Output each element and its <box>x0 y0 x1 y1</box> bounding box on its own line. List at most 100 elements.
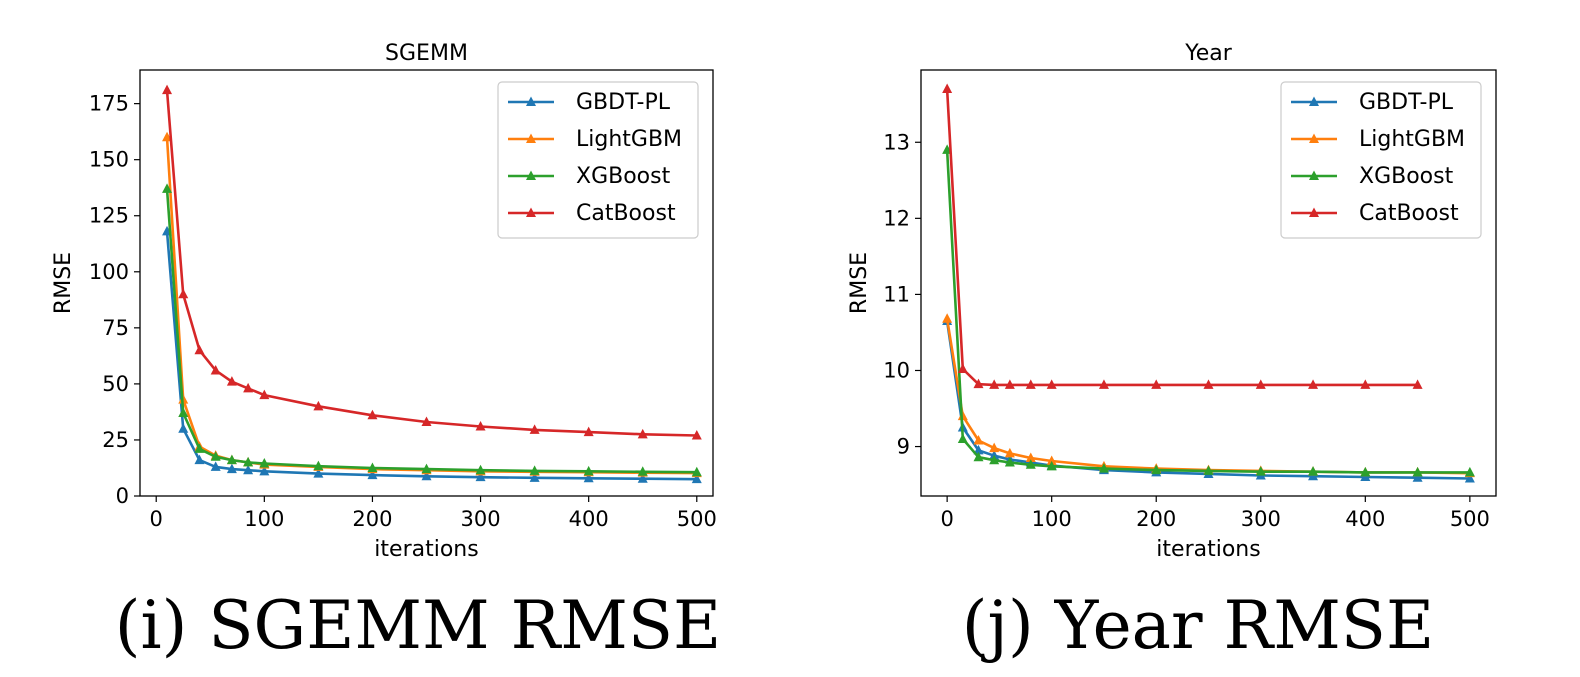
x-axis-label: iterations <box>1156 537 1260 562</box>
data-point <box>957 433 968 443</box>
y-tick-label: 0 <box>116 484 129 508</box>
data-point <box>475 471 486 482</box>
data-point <box>178 407 189 418</box>
series-line-gbdt-pl <box>945 320 1470 480</box>
data-point <box>1360 379 1371 389</box>
data-point <box>1151 379 1162 389</box>
data-point <box>1360 466 1371 477</box>
data-point <box>1255 379 1266 389</box>
data-point <box>1255 466 1266 476</box>
data-point <box>1046 455 1057 466</box>
data-point <box>1025 379 1036 389</box>
data-point <box>637 428 648 439</box>
data-point <box>259 465 270 476</box>
series-line-lightgbm <box>945 318 1470 475</box>
y-tick-label: 12 <box>883 206 910 230</box>
data-point <box>162 84 173 95</box>
data-point <box>691 466 702 477</box>
data-point <box>1464 473 1475 483</box>
series-catboost <box>942 83 1423 389</box>
data-point <box>367 462 378 472</box>
data-point <box>529 465 540 475</box>
data-point <box>313 468 324 478</box>
data-point <box>1308 379 1319 389</box>
data-point <box>226 463 237 474</box>
legend: GBDT-PL LightGBM XGBoost CatBoost <box>1280 81 1482 239</box>
y-axis-label: RMSE <box>51 252 76 314</box>
data-point <box>942 83 953 94</box>
y-tick-label: 9 <box>897 435 910 459</box>
legend-item-xgboost: XGBoost <box>1291 164 1454 189</box>
year-rmse-chart: Year 0 100 200 300 400 500 9 10 11 12 13 iterations R… <box>847 41 1497 562</box>
data-point <box>973 378 984 389</box>
caption-year: (j) Year RMSE <box>962 587 1434 664</box>
data-point <box>1004 379 1015 389</box>
data-point <box>210 451 221 461</box>
data-point <box>973 444 984 455</box>
legend-marker <box>526 207 536 217</box>
series-gbdt-pl <box>942 315 1475 483</box>
legend-label: GBDT-PL <box>1359 90 1454 115</box>
legend-item-gbdt-pl: GBDT-PL <box>508 90 671 115</box>
data-point <box>367 469 378 480</box>
data-point <box>162 131 173 142</box>
data-point <box>194 443 205 453</box>
chart-title: SGEMM <box>385 41 468 66</box>
y-tick-label: 175 <box>89 92 129 116</box>
y-tick-label: 50 <box>102 372 129 396</box>
y-tick-label: 10 <box>883 358 910 382</box>
data-point <box>637 473 648 483</box>
legend-marker <box>1309 207 1319 217</box>
data-point <box>226 454 237 465</box>
data-point <box>529 472 540 482</box>
x-tick-label: 200 <box>1136 507 1176 531</box>
y-tick-label: 11 <box>883 282 910 306</box>
data-point <box>942 313 953 323</box>
data-point <box>583 465 594 476</box>
x-tick-label: 100 <box>244 507 284 531</box>
data-point <box>1098 463 1109 473</box>
legend-item-lightgbm: LightGBM <box>508 127 682 152</box>
data-point <box>475 420 486 431</box>
data-point <box>1412 472 1423 482</box>
plot-frame <box>139 69 714 497</box>
data-point <box>691 473 702 484</box>
data-point <box>243 456 254 467</box>
x-tick-label: 100 <box>1032 507 1072 531</box>
x-tick-label: 400 <box>569 507 609 531</box>
legend-marker <box>526 96 536 106</box>
data-point <box>583 426 594 437</box>
data-point <box>194 344 205 355</box>
data-point <box>957 363 968 373</box>
data-point <box>1308 466 1319 476</box>
data-point <box>178 288 189 299</box>
data-point <box>1025 452 1036 462</box>
y-tick-label: 25 <box>102 428 129 452</box>
legend-item-catboost: CatBoost <box>508 201 676 226</box>
data-point <box>637 466 648 476</box>
legend-item-catboost: CatBoost <box>1291 201 1459 226</box>
x-tick-label: 500 <box>1450 507 1490 531</box>
legend-item-xgboost: XGBoost <box>508 164 671 189</box>
data-point <box>691 429 702 440</box>
data-point <box>475 464 486 475</box>
legend-marker <box>1309 170 1319 180</box>
data-point <box>1203 465 1214 475</box>
y-tick-label: 150 <box>89 148 129 172</box>
plot-frame <box>920 69 1497 497</box>
legend-label: GBDT-PL <box>576 90 671 115</box>
data-point <box>1412 379 1423 389</box>
legend-label: XGBoost <box>576 164 671 189</box>
data-point <box>989 454 1000 465</box>
data-point <box>583 472 594 483</box>
caption-sgemm: (i) SGEMM RMSE <box>115 587 722 664</box>
y-tick-label: 100 <box>89 260 129 284</box>
data-point <box>1412 466 1423 477</box>
data-point <box>210 461 221 471</box>
data-point <box>989 379 1000 389</box>
x-tick-label: 400 <box>1345 507 1385 531</box>
data-point <box>421 470 432 481</box>
legend-item-lightgbm: LightGBM <box>1291 127 1465 152</box>
chart-title: Year <box>1184 41 1233 66</box>
legend-label: XGBoost <box>1359 164 1454 189</box>
